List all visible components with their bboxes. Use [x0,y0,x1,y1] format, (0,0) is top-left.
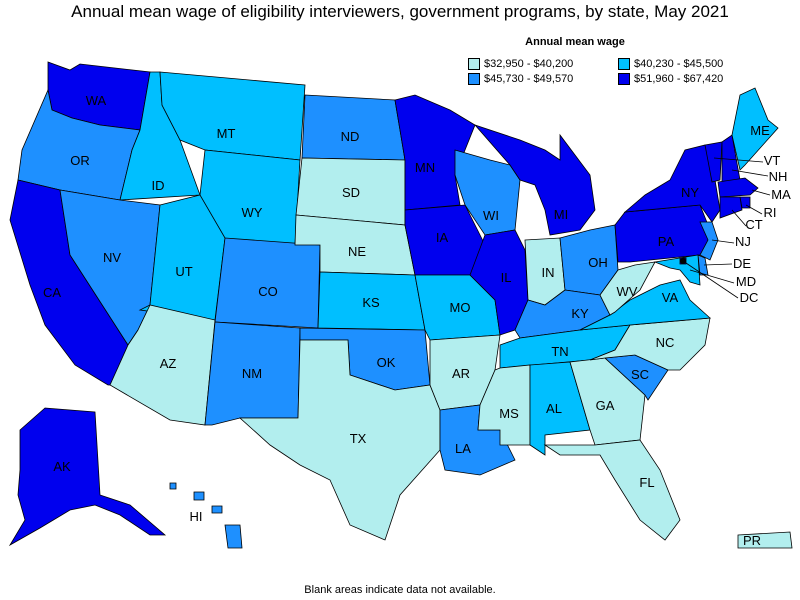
legend-label-2: $40,230 - $45,500 [634,58,724,70]
label-mo: MO [450,300,471,315]
state-fl[interactable] [543,439,681,541]
label-tn: TN [551,344,568,359]
label-al: AL [546,401,562,416]
label-sc: SC [631,367,649,382]
state-co[interactable] [214,237,321,329]
state-pr[interactable] [737,531,793,549]
state-nd[interactable] [301,94,406,161]
footnote: Blank areas indicate data not available. [304,584,496,596]
legend-swatch-1 [468,58,480,70]
label-ms: MS [499,406,519,421]
label-md: MD [736,274,756,289]
label-nv: NV [103,250,121,265]
leader-lines [682,157,771,299]
label-mn: MN [415,160,435,175]
legend-label-1: $32,950 - $40,200 [484,58,574,70]
label-wa: WA [86,93,107,108]
label-wv: WV [617,284,638,299]
label-pr: PR [743,533,761,548]
label-vt: VT [764,153,781,168]
leader-vt [713,157,764,163]
legend-title: Annual mean wage [525,36,625,48]
legend-swatch-4 [618,73,630,85]
state-nj[interactable] [699,221,719,261]
label-nc: NC [656,335,675,350]
leader-ri [745,204,763,215]
state-hi[interactable] [169,482,243,549]
legend-swatch-2 [618,58,630,70]
label-me: ME [750,123,770,138]
legend-label-3: $45,730 - $49,570 [484,73,574,85]
label-az: AZ [160,356,177,371]
label-fl: FL [639,475,654,490]
leader-ct [731,209,747,227]
label-wy: WY [242,205,263,220]
state-ms[interactable] [477,364,531,446]
label-de: DE [733,256,751,271]
leader-dc [682,260,739,299]
leader-md [689,269,735,284]
label-ma: MA [771,187,791,202]
state-ak[interactable] [8,407,167,547]
label-nh: NH [769,169,788,184]
legend-item-4: $51,960 - $67,420 [618,73,788,85]
state-wv[interactable] [599,261,656,316]
state-labels: WA OR CA ID NV MT WY UT AZ CO NM ND SD N… [43,93,791,548]
label-ca: CA [43,285,61,300]
dc-marker [680,258,686,264]
label-oh: OH [588,255,608,270]
label-ri: RI [764,205,777,220]
label-ia: IA [436,230,449,245]
label-ct: CT [745,217,762,232]
state-nc[interactable] [589,317,711,371]
label-ak: AK [53,459,71,474]
state-ma[interactable] [717,177,759,198]
label-in: IN [542,265,555,280]
legend-item-3: $45,730 - $49,570 [468,73,618,85]
state-ct[interactable] [719,196,743,219]
legend-item-1: $32,950 - $40,200 [468,58,618,70]
label-co: CO [258,284,278,299]
leader-nh [731,169,769,177]
label-la: LA [455,441,471,456]
state-az[interactable] [109,304,216,426]
label-ny: NY [681,185,699,200]
state-md[interactable] [653,254,701,286]
label-il: IL [501,270,512,285]
label-pa: PA [658,234,675,249]
legend-label-4: $51,960 - $67,420 [634,73,724,85]
label-nj: NJ [735,234,751,249]
label-va: VA [662,290,679,305]
label-tx: TX [350,431,367,446]
label-mi: MI [554,207,568,222]
label-mt: MT [217,126,236,141]
leader-de [703,263,733,266]
label-nm: NM [242,366,262,381]
label-or: OR [70,153,90,168]
label-id: ID [152,178,165,193]
label-ky: KY [571,306,589,321]
label-hi: HI [190,509,203,524]
state-me[interactable] [731,87,779,171]
legend: Annual mean wage $32,950 - $40,200 $40,2… [468,36,798,85]
label-nd: ND [341,129,360,144]
legend-swatch-3 [468,73,480,85]
leader-nj [711,239,735,244]
map-title: Annual mean wage of eligibility intervie… [71,2,729,21]
label-sd: SD [342,185,360,200]
label-dc: DC [740,290,759,305]
state-mi[interactable] [473,124,596,236]
label-ks: KS [362,295,380,310]
label-ok: OK [377,355,396,370]
label-ut: UT [175,264,192,279]
label-wi: WI [483,208,499,223]
label-ga: GA [596,398,615,413]
leader-ma [751,189,771,196]
legend-item-2: $40,230 - $45,500 [618,58,788,70]
state-vt[interactable] [704,141,723,183]
label-ne: NE [348,244,366,259]
state-tx[interactable] [238,339,441,541]
label-ar: AR [452,366,470,381]
